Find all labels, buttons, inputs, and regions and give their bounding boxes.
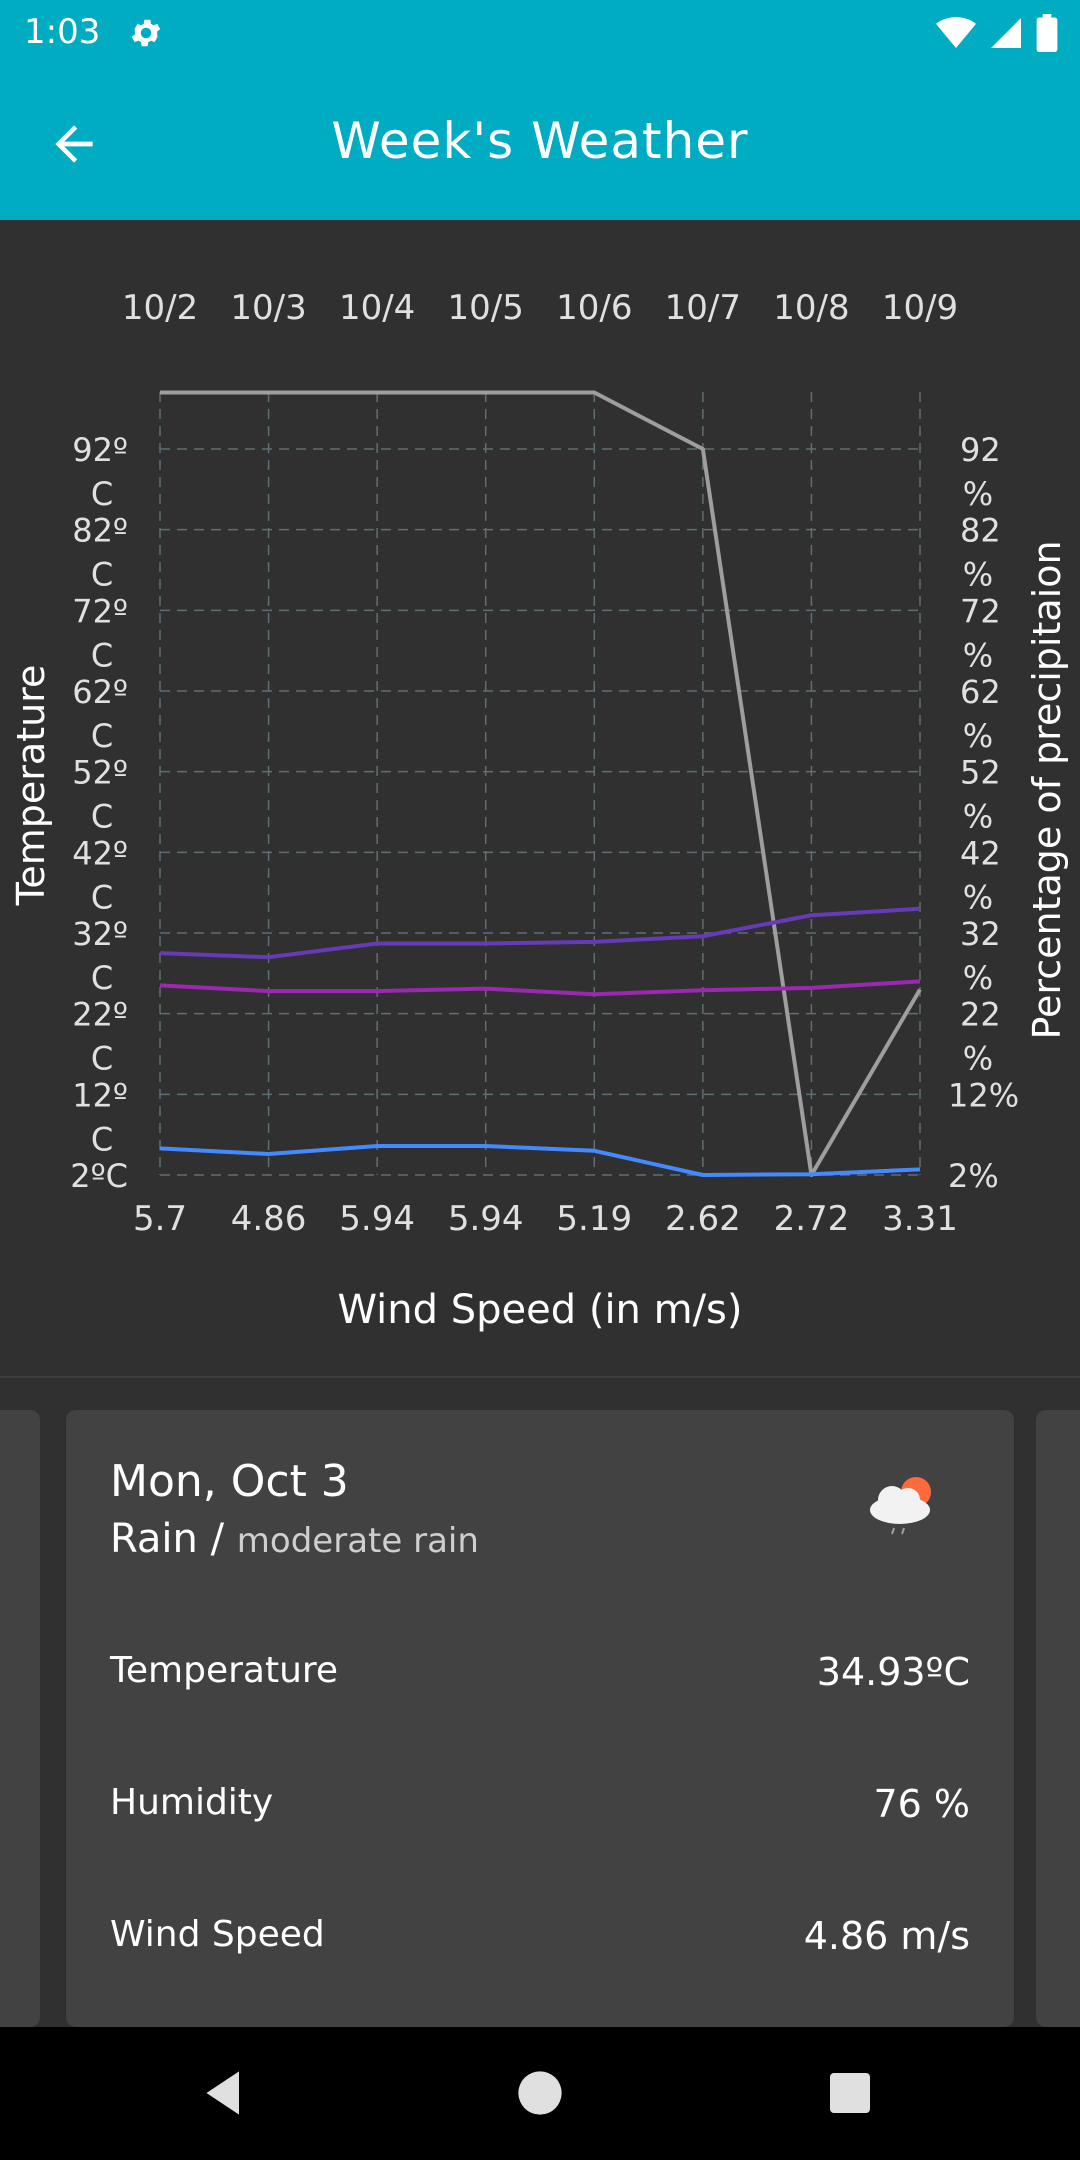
x-tick-date: 10/4: [339, 288, 415, 328]
humidity-row: Humidity 76 %: [110, 1782, 970, 1842]
page-title: Week's Weather: [331, 112, 749, 170]
y-axis-title-right: Percentage of precipitaion: [1025, 540, 1069, 1039]
series-line-1: [159, 906, 921, 960]
status-bar: 1:03: [0, 0, 1080, 66]
y-tick-right-unit: %: [963, 636, 993, 674]
x-tick-wind: 5.7: [133, 1199, 187, 1239]
wifi-icon: [936, 16, 976, 54]
y-tick-left-unit: C: [91, 717, 113, 755]
y-tick-right-unit: %: [963, 556, 993, 594]
forecast-carousel[interactable]: Mon, Oct 3 Rain / moderate rain Temperat…: [0, 1410, 1080, 2027]
y-tick-left: 12º: [72, 1076, 128, 1114]
row-label: Temperature: [110, 1650, 339, 1691]
x-axis-title: Wind Speed (in m/s): [337, 1287, 742, 1333]
y-tick-left: 62º: [72, 673, 128, 711]
y-tick-left-unit: C: [91, 1120, 113, 1158]
x-tick-date: 10/9: [882, 288, 958, 328]
y-tick-right: 22: [960, 996, 1001, 1034]
y-tick-left-unit: C: [91, 475, 113, 513]
x-tick-date: 10/7: [665, 288, 741, 328]
y-tick-left: 52º: [72, 754, 128, 792]
y-tick-left-unit: C: [91, 878, 113, 916]
series-line-2: [159, 979, 921, 997]
y-tick-right-unit: %: [963, 959, 993, 997]
y-tick-left: 92º: [72, 431, 128, 469]
row-value: 34.93ºC: [816, 1650, 970, 1694]
x-tick-date: 10/8: [773, 288, 849, 328]
condition-main: Rain: [110, 1516, 198, 1562]
back-arrow-icon[interactable]: [46, 116, 102, 172]
y-tick-left-unit: C: [91, 959, 113, 997]
y-tick-right: 52: [960, 754, 1001, 792]
signal-icon: [988, 15, 1024, 55]
y-tick-right: 82: [960, 512, 1001, 550]
x-tick-wind: 3.31: [882, 1199, 958, 1239]
y-tick-right: 72: [960, 592, 1001, 630]
next-forecast-card[interactable]: [1036, 1410, 1080, 2027]
x-tick-wind: 5.19: [556, 1199, 632, 1239]
y-tick-right: 62: [960, 673, 1001, 711]
row-label: Humidity: [110, 1782, 274, 1823]
y-tick-right: 92: [960, 431, 1001, 469]
section-divider: [0, 1376, 1080, 1378]
y-tick-right-unit: %: [963, 1040, 993, 1078]
y-tick-right-unit: %: [963, 798, 993, 836]
x-tick-wind: 2.72: [774, 1199, 850, 1239]
row-label: Wind Speed: [110, 1914, 325, 1955]
forecast-card[interactable]: Mon, Oct 3 Rain / moderate rain Temperat…: [66, 1410, 1014, 2027]
battery-icon: [1036, 14, 1058, 56]
y-tick-left-unit: C: [91, 798, 113, 836]
y-tick-right-unit: %: [963, 717, 993, 755]
status-time: 1:03: [24, 12, 101, 52]
x-tick-date: 10/6: [556, 288, 632, 328]
series-line-0: [160, 390, 922, 1177]
x-tick-wind: 5.94: [448, 1199, 524, 1239]
settings-gear-icon: [128, 15, 164, 55]
y-tick-left: 22º: [72, 996, 128, 1034]
y-tick-left: 2ºC: [70, 1157, 128, 1195]
condition-description: moderate rain: [236, 1521, 479, 1561]
y-tick-left: 82º: [72, 512, 128, 550]
y-tick-right: 42: [960, 834, 1001, 872]
x-tick-wind: 5.94: [339, 1199, 415, 1239]
nav-recents-square-icon[interactable]: [826, 2067, 874, 2123]
x-tick-wind: 2.62: [665, 1199, 741, 1239]
temperature-row: Temperature 34.93ºC: [110, 1650, 970, 1710]
x-tick-date: 10/5: [448, 288, 524, 328]
y-tick-right-unit: %: [963, 878, 993, 916]
nav-home-circle-icon[interactable]: [514, 2067, 566, 2123]
y-tick-right: 2%: [948, 1157, 999, 1195]
x-tick-wind: 4.86: [231, 1199, 307, 1239]
nav-back-triangle-icon[interactable]: [200, 2067, 252, 2123]
weather-chart-section: 10/2 10/3 10/4 10/5 10/6 10/7 10/8 10/9 5.7 4.86 5…: [0, 220, 1080, 1376]
previous-forecast-card[interactable]: [0, 1410, 40, 2027]
x-tick-date: 10/2: [122, 288, 198, 328]
app-bar: Week's Weather: [0, 66, 1080, 220]
weather-line-chart: 10/2 10/3 10/4 10/5 10/6 10/7 10/8 10/9 5.7 4.86 5…: [9, 288, 1069, 1333]
y-tick-right: 12%: [948, 1076, 1019, 1114]
y-axis-title-left: Temperature: [9, 665, 53, 907]
condition-separator: /: [197, 1516, 237, 1562]
wind-speed-row: Wind Speed 4.86 m/s: [110, 1914, 970, 1974]
y-tick-left-unit: C: [91, 636, 113, 674]
card-date: Mon, Oct 3: [110, 1456, 349, 1507]
row-value: 4.86 m/s: [803, 1914, 970, 1958]
y-tick-right: 32: [960, 915, 1001, 953]
y-tick-left: 42º: [72, 834, 128, 872]
series-line-3: [159, 1143, 921, 1177]
row-value: 76 %: [873, 1782, 970, 1826]
y-tick-left-unit: C: [91, 556, 113, 594]
y-tick-left-unit: C: [91, 1040, 113, 1078]
cloud-sun-rain-icon: [864, 1470, 944, 1546]
y-tick-right-unit: %: [963, 475, 993, 513]
card-condition: Rain / moderate rain: [110, 1516, 479, 1562]
x-tick-date: 10/3: [230, 288, 306, 328]
y-tick-left: 72º: [72, 592, 128, 630]
y-tick-left: 32º: [72, 915, 128, 953]
system-navigation-bar: [0, 2027, 1080, 2160]
